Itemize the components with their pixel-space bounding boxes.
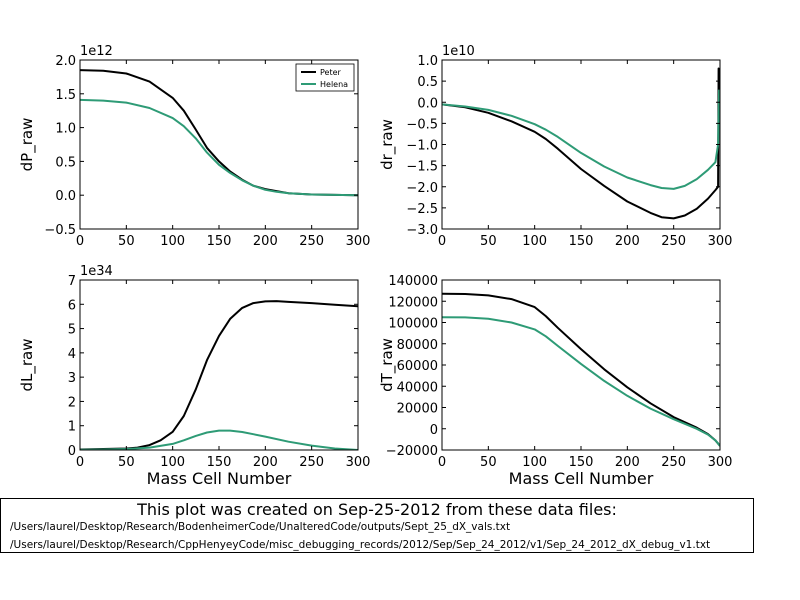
subplot-1: 0 50 100 150 200 250 300 −0.5 0.0 0.5 1.0 1.5 2.0 1e1… — [18, 44, 370, 249]
y-tick-label: −3.0 — [406, 223, 438, 238]
x-tick-label: 50 — [118, 234, 135, 249]
y-axis-label: dr_raw — [378, 119, 397, 170]
series-line-helena-1 — [80, 98, 358, 197]
y-tick-label: 0 — [68, 444, 76, 459]
x-tick-label: 150 — [569, 234, 594, 249]
y-tick-label: −1.5 — [406, 160, 438, 175]
x-tick-label: 300 — [708, 455, 733, 470]
x-tick-label: 200 — [253, 455, 278, 470]
y-tick-label: 20000 — [397, 402, 438, 417]
y-tick-label: 100000 — [388, 317, 438, 332]
x-tick-label: 300 — [346, 455, 371, 470]
y-axis-label: dT_raw — [378, 338, 397, 392]
y-tick-label: 60000 — [397, 359, 438, 374]
x-tick-label: 250 — [661, 455, 686, 470]
series-line-peter-4 — [442, 292, 720, 447]
y-tick-label: 1.0 — [55, 122, 76, 137]
caption-file-1: /Users/laurel/Desktop/Research/Bodenheim… — [10, 521, 511, 533]
y-tick-label: −1.0 — [406, 139, 438, 154]
y-tick-label: −0.5 — [406, 117, 438, 132]
x-tick-label: 150 — [207, 455, 232, 470]
y-tick-label: 2.0 — [55, 54, 76, 69]
x-tick-label: 100 — [522, 455, 547, 470]
y-tick-label: 4 — [68, 347, 76, 362]
legend-label-peter: Peter — [320, 68, 342, 77]
y-tick-label: −2.5 — [406, 202, 438, 217]
legend-box — [295, 63, 355, 92]
x-tick-label: 150 — [207, 234, 232, 249]
y-tick-label: −20000 — [386, 444, 438, 459]
caption-title: This plot was created on Sep-25-2012 fro… — [137, 500, 617, 519]
y-tick-label: 0.5 — [417, 75, 438, 90]
x-tick-label: 50 — [118, 455, 135, 470]
x-axis-label: Mass Cell Number — [509, 469, 654, 488]
subplot-3: 0 50 100 150 200 250 300 0 1 2 3 4 5 6 7 1e34 dL_raw Mass… — [18, 264, 370, 488]
axis-exponent-label: 1e10 — [442, 44, 475, 59]
y-tick-label: 140000 — [388, 274, 438, 289]
series-line-peter-3 — [80, 300, 358, 450]
subplot-4: 0 50 100 150 200 250 300−200000200004000060000… — [378, 274, 732, 488]
y-tick-label: 0 — [430, 423, 438, 438]
y-tick-label: −2.0 — [406, 181, 438, 196]
y-tick-label: 2 — [68, 395, 76, 410]
y-tick-label: −0.5 — [44, 223, 76, 238]
x-tick-label: 50 — [480, 455, 497, 470]
x-tick-label: 100 — [522, 234, 547, 249]
x-tick-label: 0 — [438, 455, 446, 470]
series-line-helena-2 — [442, 89, 720, 190]
y-tick-label: 120000 — [388, 295, 438, 310]
y-tick-label: 80000 — [397, 338, 438, 353]
x-tick-label: 250 — [661, 234, 686, 249]
x-tick-label: 300 — [708, 234, 733, 249]
x-tick-label: 100 — [160, 234, 185, 249]
axis-exponent-label: 1e34 — [80, 264, 113, 279]
x-axis-label: Mass Cell Number — [147, 469, 292, 488]
x-tick-label: 50 — [480, 234, 497, 249]
x-tick-label: 250 — [299, 234, 324, 249]
y-tick-label: 6 — [68, 298, 76, 313]
legend-label-helena: Helena — [320, 80, 348, 89]
x-tick-label: 0 — [76, 455, 84, 470]
x-tick-label: 0 — [438, 234, 446, 249]
subplot-2: 0 50 100 150 200 250 300 −3.0 −2.5 −2.0 −1.5 −1.0 −0… — [378, 44, 732, 249]
y-tick-label: 0.5 — [55, 155, 76, 170]
y-tick-label: 3 — [68, 371, 76, 386]
x-tick-label: 200 — [615, 455, 640, 470]
series-line-helena-3 — [80, 429, 358, 450]
legend: Peter Helena — [295, 63, 355, 92]
y-tick-label: 1.0 — [417, 54, 438, 69]
axes-frame — [79, 279, 359, 451]
y-axis-label: dL_raw — [18, 338, 37, 391]
y-tick-label: 1.5 — [55, 88, 76, 103]
x-tick-label: 200 — [615, 234, 640, 249]
y-tick-label: 40000 — [397, 380, 438, 395]
x-tick-label: 100 — [160, 455, 185, 470]
y-tick-label: 0.0 — [55, 189, 76, 204]
x-tick-label: 300 — [346, 234, 371, 249]
caption-box: This plot was created on Sep-25-2012 fro… — [0, 498, 754, 553]
y-tick-label: 5 — [68, 323, 76, 338]
x-tick-label: 200 — [253, 234, 278, 249]
series-line-helena-4 — [442, 316, 720, 447]
series-line-peter-2 — [442, 67, 720, 220]
x-tick-label: 0 — [76, 234, 84, 249]
y-axis-label: dP_raw — [18, 118, 37, 172]
y-tick-label: 1 — [68, 420, 76, 435]
axes-frame — [441, 59, 721, 230]
y-tick-label: 7 — [68, 274, 76, 289]
caption-file-2: /Users/laurel/Desktop/Research/CppHenyey… — [10, 539, 711, 551]
x-tick-label: 150 — [569, 455, 594, 470]
x-tick-label: 250 — [299, 455, 324, 470]
y-tick-label: 0.0 — [417, 96, 438, 111]
axis-exponent-label: 1e12 — [80, 44, 113, 59]
